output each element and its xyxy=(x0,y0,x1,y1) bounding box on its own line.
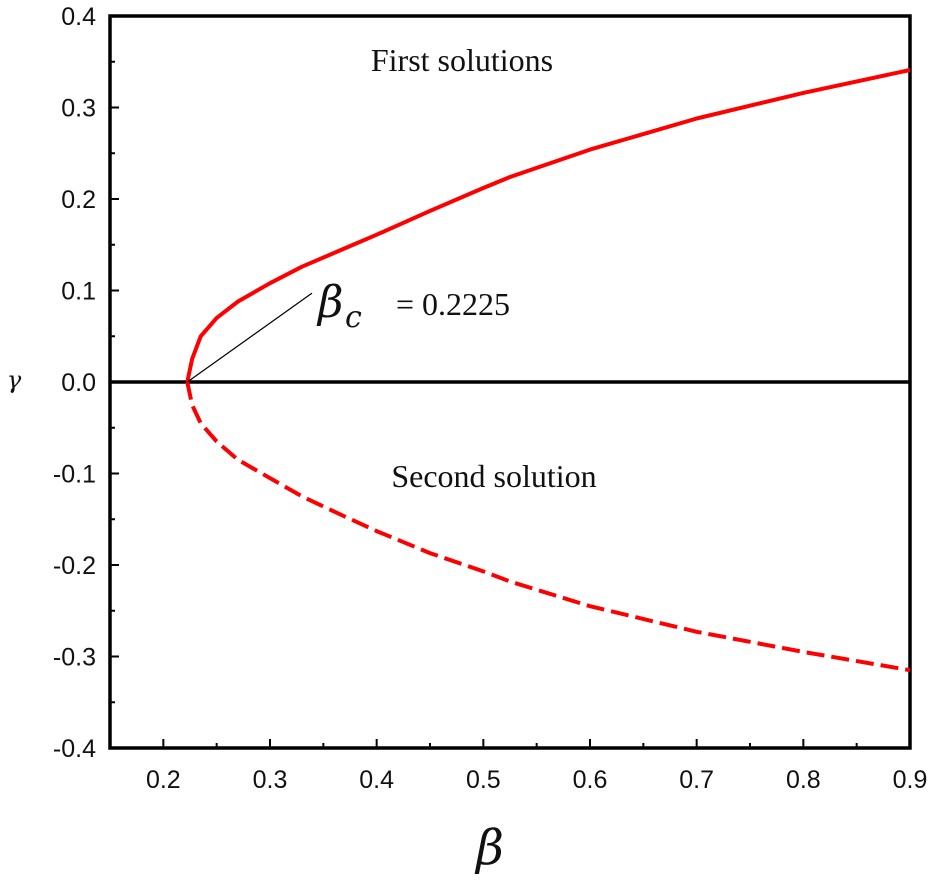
y-tick-label: -0.2 xyxy=(53,552,96,580)
x-axis-label: β xyxy=(474,820,504,876)
beta-c-subscript: c xyxy=(345,300,362,335)
y-tick-label: -0.4 xyxy=(53,735,96,763)
y-tick-label: 0.1 xyxy=(61,278,96,306)
second-solution-label: Second solution xyxy=(391,458,596,494)
x-tick-label: 0.3 xyxy=(253,766,288,794)
first-solution-line xyxy=(185,68,911,383)
x-tick-label: 0.4 xyxy=(359,766,394,794)
y-axis-label: γ xyxy=(7,366,22,394)
x-tick-label: 0.8 xyxy=(786,766,821,794)
beta-c-symbol: β xyxy=(316,277,343,328)
y-tick-label: 0.4 xyxy=(61,3,96,31)
x-tick-label: 0.7 xyxy=(679,766,714,794)
critical-point-leader-line xyxy=(186,292,313,383)
x-tick-label: 0.9 xyxy=(893,766,928,794)
y-tick-label: 0.0 xyxy=(61,369,96,397)
first-solutions-label: First solutions xyxy=(371,42,553,78)
x-tick-label: 0.5 xyxy=(466,766,501,794)
critical-value-label: = 0.2225 xyxy=(396,286,510,322)
x-tick-label: 0.2 xyxy=(146,766,181,794)
annotation-layer: First solutions Second solution β c = 0.2225 xyxy=(186,42,597,494)
axis-labels: β γ xyxy=(7,366,504,876)
axis-ticks: 0.4 0.3 0.2 0.1 0.0 -0.1 -0.2 -0.3 -0.4 0.2 0.3 0.4… xyxy=(53,3,927,794)
x-tick-label: 0.6 xyxy=(573,766,608,794)
y-tick-label: 0.3 xyxy=(61,95,96,123)
second-solution-line xyxy=(185,381,911,673)
y-tick-label: -0.3 xyxy=(53,644,96,672)
y-tick-label: -0.1 xyxy=(53,461,96,489)
plot-frame xyxy=(108,14,912,750)
series-layer xyxy=(185,68,911,673)
y-tick-label: 0.2 xyxy=(61,186,96,214)
